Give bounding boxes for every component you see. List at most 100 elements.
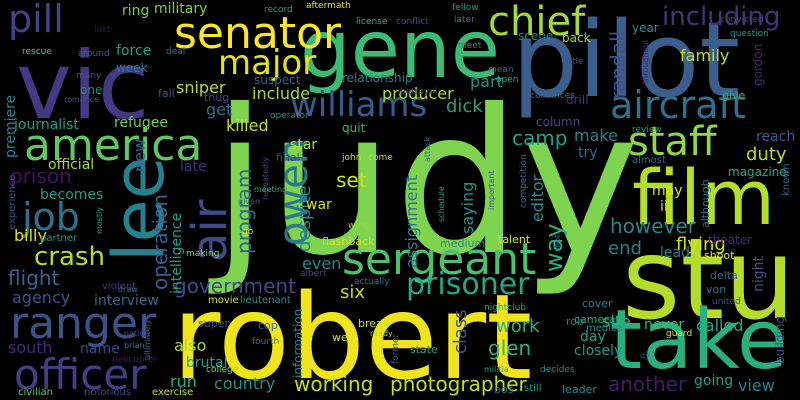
word-staff: staff xyxy=(628,119,717,165)
word-title: title xyxy=(566,57,584,67)
word-gene: gene xyxy=(300,3,500,96)
word-late: late xyxy=(180,159,207,175)
word-also: also xyxy=(174,336,207,355)
word-quit: quit xyxy=(342,121,366,135)
word-nightclub: nightclub xyxy=(484,303,527,313)
word-however: however xyxy=(610,214,696,238)
word-scene: scene xyxy=(518,29,554,43)
word-meeting: meeting xyxy=(254,185,288,194)
word-take: take xyxy=(610,293,788,388)
word-go: go xyxy=(242,227,254,237)
word-sniper: sniper xyxy=(176,78,226,97)
word-notorious: notorious xyxy=(84,387,132,398)
word-super: super xyxy=(198,317,229,330)
word-becomes: becomes xyxy=(40,187,104,203)
word-nation: nation xyxy=(124,329,150,338)
word-duty: duty xyxy=(746,144,787,165)
word-never: never xyxy=(644,317,685,333)
word-producer: producer xyxy=(382,84,454,103)
word-open: open xyxy=(496,75,519,85)
word-williams: williams xyxy=(290,85,428,125)
word-column: column xyxy=(536,115,581,129)
word-premiere: premiere xyxy=(3,94,19,158)
word-brian: brian xyxy=(124,341,145,350)
word-last: last xyxy=(94,25,111,35)
word-partner: partner xyxy=(40,233,78,244)
word-set: set xyxy=(336,168,367,192)
word-end: end xyxy=(608,238,642,259)
word-may: may xyxy=(652,183,683,199)
word-glen: glen xyxy=(488,336,532,360)
word-although: although xyxy=(699,179,712,228)
word-thug: thug xyxy=(204,91,230,104)
word-shoot: shoot xyxy=(704,249,735,262)
word-view: view xyxy=(738,376,775,395)
word-intelligence: intelligence xyxy=(169,212,185,294)
word-new: new xyxy=(130,138,149,172)
word-attack: attack xyxy=(423,136,432,162)
word-year: year xyxy=(632,21,659,35)
word-aircraft: aircraft xyxy=(610,83,747,127)
word-government: government xyxy=(174,274,296,298)
word-drill: drill xyxy=(566,93,589,107)
word-dick: dick xyxy=(446,96,483,117)
word-decides: decides xyxy=(540,365,575,375)
word-convinces: convinces xyxy=(530,91,575,101)
word-competition: competition xyxy=(519,154,529,208)
word-operation: operation xyxy=(148,193,172,290)
word-robert: robert xyxy=(172,268,533,400)
word-rob: rob xyxy=(566,315,584,328)
word-civilian: civilian xyxy=(18,387,53,398)
word-despite: despite xyxy=(294,185,315,252)
word-medical: medical xyxy=(586,323,626,334)
word-license: license xyxy=(356,17,388,27)
word-rescue: rescue xyxy=(22,47,52,57)
word-part: part xyxy=(470,72,503,91)
word-dy: dy xyxy=(640,351,650,360)
word-america: america xyxy=(24,120,203,171)
word-operator: operator xyxy=(270,111,309,121)
word-talent: talent xyxy=(498,233,531,246)
word-well: well xyxy=(332,331,354,344)
word-get: get xyxy=(206,100,233,119)
word-cover: cover xyxy=(582,297,613,310)
word-including: including xyxy=(662,2,781,32)
word-former: former xyxy=(391,333,401,364)
word-lieutenant: lieutenant xyxy=(240,295,291,306)
word-give: give xyxy=(722,89,746,102)
word-week: week xyxy=(116,61,148,75)
word-still: still xyxy=(524,383,542,394)
word-military: military xyxy=(154,1,208,17)
word-romance: romance xyxy=(64,95,100,104)
word-brutal: brutal xyxy=(186,355,228,371)
word-state: state xyxy=(410,343,438,356)
word-night: night xyxy=(751,255,767,292)
word-major: major xyxy=(218,43,317,83)
word-film: film xyxy=(632,153,776,242)
word-delta: delta xyxy=(710,269,738,282)
word-many: many xyxy=(76,71,102,81)
word-draw: draw xyxy=(118,285,138,294)
word-country: country xyxy=(214,374,276,393)
word-killed: killed xyxy=(226,116,269,135)
word-site: site xyxy=(602,312,631,331)
word-leader: leader xyxy=(562,383,597,396)
word-program: program xyxy=(232,168,256,254)
word-wing: wing xyxy=(348,221,370,231)
word-gordon: gordon xyxy=(751,43,765,86)
word-break: break xyxy=(358,317,390,330)
word-relationship: relationship xyxy=(342,71,413,85)
word-ranger: ranger xyxy=(10,298,157,349)
word-south: south xyxy=(8,338,53,357)
word-building: building xyxy=(773,315,787,364)
word-billy: billy xyxy=(14,226,47,245)
word-mostly: mostly xyxy=(95,207,104,234)
word-ultimately: ultimately xyxy=(143,319,152,360)
word-later: later xyxy=(454,15,475,25)
word-vic: vic xyxy=(16,32,150,141)
word-von: von xyxy=(706,283,727,296)
word-ii: ii xyxy=(660,199,668,215)
word-day: day xyxy=(580,329,606,345)
word-meet: meet xyxy=(458,41,482,51)
